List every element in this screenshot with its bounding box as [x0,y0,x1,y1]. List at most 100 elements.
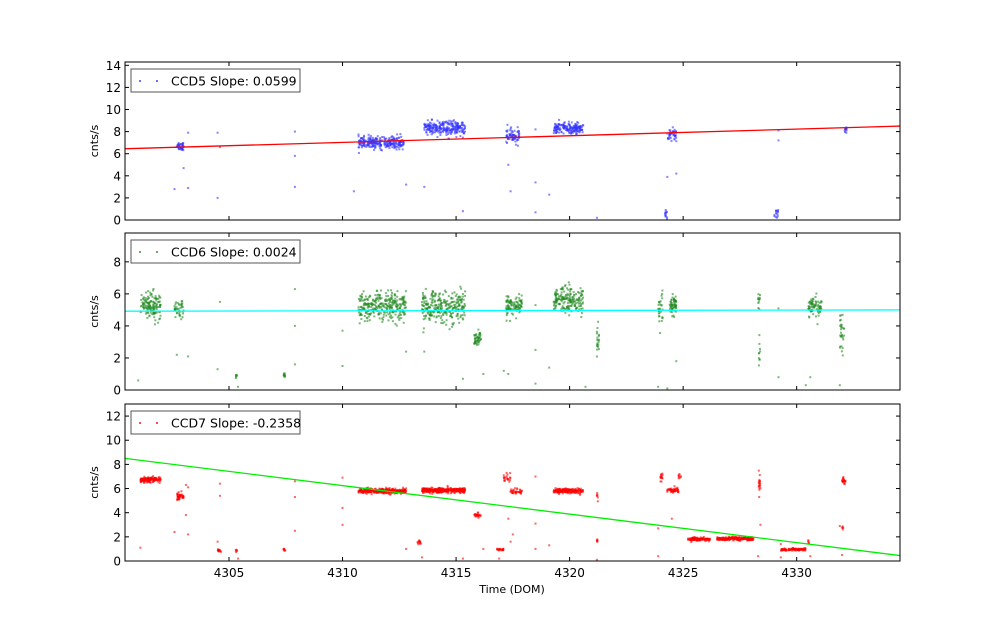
data-point [373,139,376,142]
data-point [379,141,382,144]
data-point [746,537,749,540]
data-point-outlier [293,324,296,327]
data-point [757,298,760,301]
data-point [455,126,458,129]
data-point [476,511,479,514]
data-point [751,537,754,540]
data-point [478,339,481,342]
data-point [574,304,576,307]
data-point [424,295,427,298]
data-point [703,538,706,541]
fit-line [125,457,900,557]
data-point [431,490,434,493]
data-point-outlier [237,557,240,560]
y-tick-label: 2 [113,351,121,365]
data-point [401,144,404,147]
data-point [742,537,745,540]
data-point [442,314,445,316]
data-point [369,134,372,137]
data-point [596,538,599,541]
data-point [425,487,428,490]
data-point [458,298,461,301]
data-point [840,323,843,326]
data-point-outlier [507,163,510,166]
data-point [359,491,362,494]
data-point [377,313,380,315]
data-point [180,490,183,493]
data-point [596,327,599,329]
data-point [515,317,518,320]
data-point-outlier [293,154,296,157]
data-point [558,118,561,121]
data-point [758,298,761,301]
data-point [445,488,448,491]
data-point-outlier [216,540,219,543]
data-point-outlier [218,482,221,485]
data-point [181,147,184,150]
data-point [759,347,761,350]
data-point [451,124,454,127]
data-point [156,306,159,309]
data-point [505,314,508,317]
data-point [816,323,819,326]
data-point [404,301,407,304]
data-point [452,127,455,130]
data-point [429,129,432,132]
data-point [562,123,565,126]
data-point [509,134,512,137]
data-point [438,305,441,308]
data-point [155,299,158,302]
data-point [434,123,437,126]
data-point [435,315,438,318]
data-point [670,303,672,306]
data-point [448,306,451,309]
data-point [461,293,464,295]
data-point [441,322,444,325]
data-point [462,318,465,321]
data-point [178,313,181,316]
data-point [431,492,434,495]
data-point [473,334,476,337]
data-point [454,122,457,125]
data-point [358,489,361,492]
x-tick-label: 4310 [327,566,358,580]
data-point [578,305,581,308]
data-point [724,538,727,541]
data-point [803,548,805,551]
data-point [514,140,517,143]
data-point [554,126,556,129]
data-point [385,298,388,301]
data-point [403,488,406,491]
data-point [424,123,426,126]
data-point [443,298,446,301]
data-point [451,120,454,123]
data-point [442,124,445,127]
data-point [372,142,375,145]
data-point [690,541,693,543]
data-point [561,297,564,300]
data-point [561,306,564,309]
data-point [723,536,726,539]
data-point [367,315,370,318]
data-point [450,296,453,299]
data-point [509,477,512,479]
data-point [476,339,479,342]
data-point [235,551,238,554]
y-tick-label: 0 [113,214,121,228]
data-point [660,310,663,313]
data-point [369,136,372,139]
data-point [777,209,780,211]
data-point [463,311,466,314]
data-point [664,214,667,217]
data-point [565,125,568,128]
data-point [841,313,844,316]
data-point [457,308,460,311]
data-point [141,306,144,309]
data-point [153,480,156,483]
data-point [462,131,465,134]
data-point [552,308,555,310]
data-point [666,137,669,140]
data-point [501,548,504,551]
data-point [367,141,370,144]
data-point [387,313,390,316]
